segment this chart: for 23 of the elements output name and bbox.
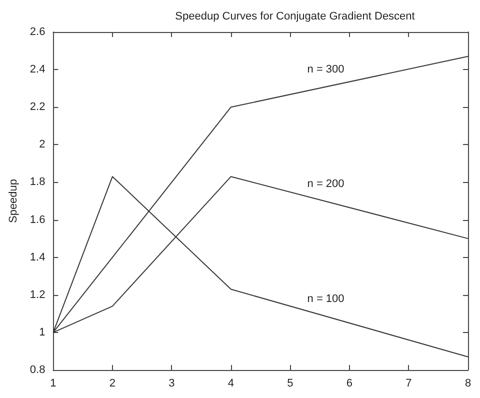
- y-tick-label: 1.6: [30, 214, 46, 226]
- x-tick-label: 6: [346, 378, 353, 390]
- y-tick-label: 1: [39, 326, 46, 338]
- y-tick-label: 2.4: [30, 64, 46, 76]
- y-tick-label: 1.2: [30, 288, 46, 301]
- y-tick-label: 2.6: [30, 26, 46, 38]
- series-label: n = 300: [307, 63, 344, 76]
- x-tick-label: 4: [228, 378, 234, 390]
- series-label: n = 200: [307, 178, 344, 190]
- chart-title: Speedup Curves for Conjugate Gradient Descent: [175, 10, 415, 22]
- x-tick-label: 8: [464, 378, 472, 390]
- x-tick-label: 1: [50, 378, 56, 390]
- y-tick-label: 1.8: [30, 176, 46, 188]
- x-tick-label: 5: [287, 378, 294, 390]
- y-tick-label: 2.2: [30, 101, 46, 114]
- y-axis-title: Speedup: [8, 178, 20, 224]
- y-tick-label: 2: [39, 138, 46, 151]
- series-label: n = 100: [307, 292, 344, 305]
- x-tick-label: 3: [168, 378, 175, 390]
- y-tick-label: 0.8: [30, 364, 46, 376]
- x-tick-label: 2: [109, 378, 116, 390]
- x-tick-label: 7: [406, 378, 412, 390]
- y-tick-label: 1.4: [30, 251, 46, 264]
